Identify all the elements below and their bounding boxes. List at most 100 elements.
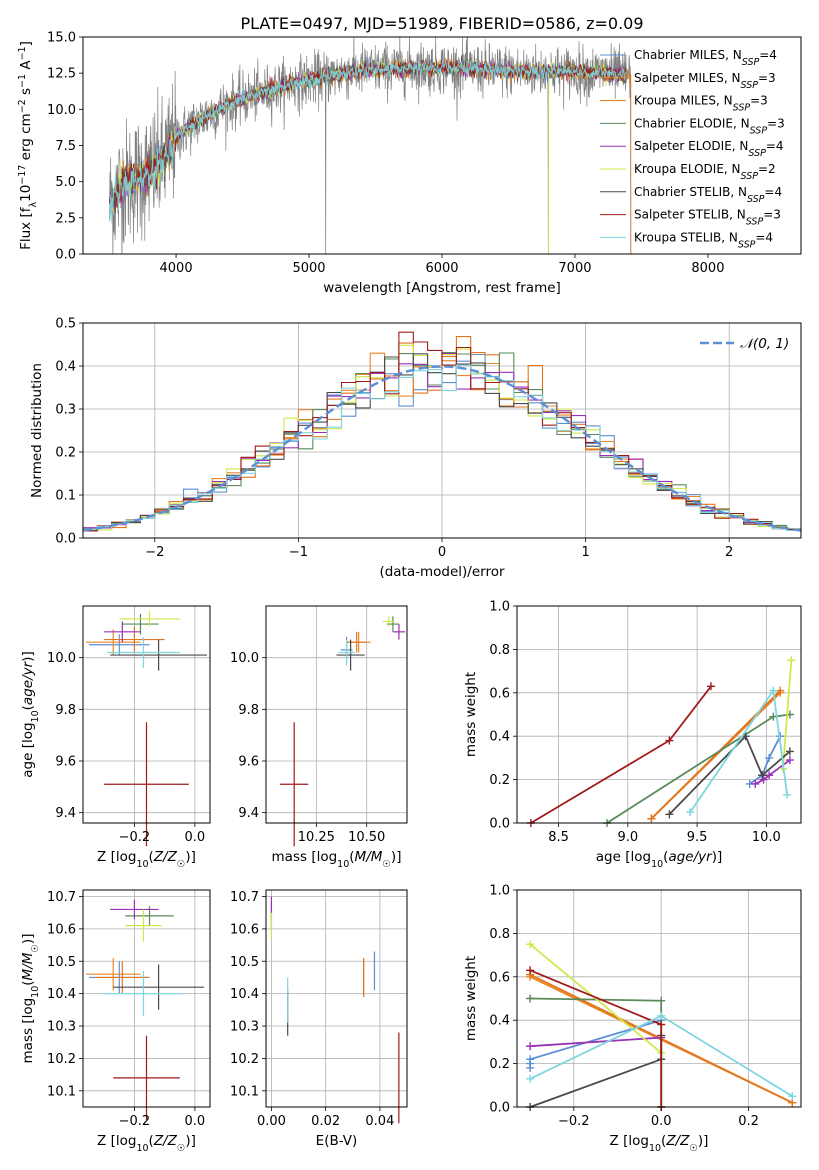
weight_vs_age-xlabel-part: age/yr	[668, 849, 713, 865]
legend-label-salpeter_elodie-part: SSP	[748, 148, 766, 159]
mass_vs_Z-points	[86, 899, 204, 1120]
legend-label-kroupa_stelib-part: SSP	[738, 239, 756, 250]
residuals-xtick-label: 1	[581, 545, 589, 560]
mass_vs_Z-ytick-label: 10.7	[47, 890, 76, 905]
weight_vs_age-line-salpeter_elodie	[754, 759, 791, 785]
age_vs_Z-ylabel: age [log10(age/yr)]	[20, 651, 41, 777]
spectrum-plot	[109, 37, 632, 254]
spectrum-ylabel: Flux [fλ10−17 erg cm−2 s−1 A−1]	[17, 41, 39, 250]
mass_vs_ebv-ytick-label: 10.5	[230, 955, 259, 970]
weight_vs_Z-series	[526, 940, 797, 1111]
legend-label-salpeter_stelib: Salpeter STELIB, NSSP=3	[634, 208, 781, 228]
weight_vs_Z-marker-kroupa_stelib	[657, 1011, 666, 1020]
weight_vs_age-marker-salpeter_elodie	[759, 775, 768, 784]
spectrum-ytick-label: 0.0	[55, 248, 76, 263]
weight_vs_Z-marker-chabrier_miles	[526, 1055, 535, 1064]
weight_vs_age-marker-kroupa_stelib	[783, 790, 792, 799]
legend-label-salpeter_stelib-part: Salpeter STELIB, N	[634, 208, 746, 222]
weight_vs_Z-marker-salpeter_elodie	[526, 1042, 535, 1051]
age_vs_mass-decor: 10.25 10.50 9.4 9.6 9.8 10.0 mass [log10(M/M☉)…	[230, 605, 408, 870]
age_vs_mass-xlabel: mass [log10(M/M☉)]	[272, 849, 402, 870]
spectrum-ylabel-part: −1	[17, 74, 28, 88]
weight_vs_Z-xtick-label: −0.2	[558, 1114, 590, 1129]
legend-label-kroupa_miles: Kroupa MILES, NSSP=3	[634, 94, 768, 114]
spectrum-xtick-label: 4000	[160, 261, 193, 276]
age_vs_Z-xlabel-part: 10	[136, 859, 148, 870]
weight_vs_age-marker-salpeter_elodie	[785, 756, 794, 765]
legend-label-salpeter_elodie: Salpeter ELODIE, NSSP=4	[634, 139, 784, 159]
legend-label-chabrier_stelib-part: Chabrier STELIB, N	[634, 185, 747, 199]
spectrum-xtick-label: 6000	[425, 261, 458, 276]
age_vs_Z-xtick-label: −0.2	[119, 830, 151, 845]
weight_vs_Z-marker-salpeter_stelib	[657, 1020, 666, 1029]
spectrum-ytick-label: 2.5	[55, 211, 76, 226]
mass_vs_Z-ytick-label: 10.2	[47, 1052, 76, 1067]
weight_vs_age-xtick-label: 9.5	[687, 830, 708, 845]
mass_vs_Z-ylabel-part: ☉	[30, 944, 41, 953]
age_vs_Z-xlabel-part: )]	[185, 849, 196, 865]
mass_vs_ebv-xlabel: E(B-V)	[316, 1133, 358, 1149]
age_vs_Z-xlabel-part: ☉	[177, 859, 186, 870]
weight_vs_age-marker-chabrier_stelib	[758, 771, 767, 780]
mass_vs_Z-ylabel-part: M/M	[20, 952, 36, 980]
residuals-plot	[83, 331, 801, 534]
mass_vs_Z-decor: −0.2 0.0 10.1 10.2 10.3 10.4 10.5 10.6 10.7 Z [lo…	[20, 889, 211, 1154]
age_vs_mass-ytick-label: 9.6	[238, 755, 259, 770]
spectrum-ytick-label: 10.0	[47, 103, 76, 118]
weight_vs_Z-marker-chabrier_elodie	[526, 994, 535, 1003]
mass_vs_ebv-xtick-label: 0.04	[365, 1114, 394, 1129]
legend-label-kroupa_elodie-part: =2	[758, 162, 776, 176]
mass_vs_Z-ytick-label: 10.5	[47, 955, 76, 970]
legend-label-kroupa_miles-part: Kroupa MILES, N	[634, 94, 733, 108]
mass_vs_Z-xtick-label: −0.2	[119, 1114, 151, 1129]
weight_vs_age-line-salpeter_stelib	[530, 685, 712, 824]
weight_vs_age-line-chabrier_miles	[749, 735, 782, 785]
age_vs_mass-axes	[266, 606, 407, 823]
weight_vs_age-decor: 8.5 9.0 9.5 10.0 0.0 0.2 0.4 0.6 0.8 1.0 age [log1…	[463, 600, 802, 870]
residuals-xtick-label: −1	[289, 545, 308, 560]
age_vs_Z-ytick-label: 10.0	[47, 651, 76, 666]
age_vs_mass-xlabel-part: 10	[337, 859, 349, 870]
age_vs_Z-xlabel-part: (	[149, 849, 154, 865]
spectrum-model-kroupa_elodie	[109, 58, 626, 254]
weight_vs_age-marker-salpeter_stelib	[706, 682, 715, 691]
mass_vs_ebv-ytick-label: 10.6	[230, 922, 259, 937]
legend-label-salpeter_miles-part: Salpeter MILES, N	[634, 71, 741, 85]
weight_vs_age-ytick-label: 0.4	[489, 730, 510, 745]
age_vs_mass-xlabel-part: M/M	[355, 849, 383, 865]
legend-label-salpeter_stelib-part: =3	[763, 208, 781, 222]
weight_vs_age-line-kroupa_elodie	[782, 660, 793, 769]
legend-label-chabrier_stelib-part: SSP	[747, 193, 765, 204]
weight_vs_Z-marker-kroupa_stelib	[526, 1074, 535, 1083]
weight_vs_Z-marker-kroupa_elodie	[526, 940, 535, 949]
weight_vs_Z-frame	[516, 889, 802, 1108]
weight_vs_age-marker-salpeter_stelib	[665, 736, 674, 745]
legend-label-chabrier_miles-part: Chabrier MILES, N	[634, 48, 742, 62]
mass_vs_Z-ylabel-part: (	[20, 980, 36, 985]
age_vs_mass-xlabel-part: )]	[391, 849, 402, 865]
residuals-ytick-label: 0.2	[55, 446, 76, 461]
weight_vs_age-marker-salpeter_elodie	[751, 779, 760, 788]
weight_vs_age-line-chabrier_stelib	[668, 734, 791, 815]
spectrum-model-kroupa_stelib	[109, 59, 626, 224]
spectrum-xlabel: wavelength [Angstrom, rest frame]	[323, 280, 561, 296]
weight_vs_age-marker-kroupa_stelib	[686, 808, 695, 817]
weight_vs_Z-decor: −0.2 0.0 0.2 0.0 0.2 0.4 0.6 0.8 1.0 Z [log10(Z/Z…	[463, 884, 802, 1154]
mass_vs_ebv-ytick-label: 10.3	[230, 1020, 259, 1035]
weight_vs_age-xlabel-part: )]	[712, 849, 723, 865]
weight_vs_age-marker-chabrier_stelib	[785, 747, 794, 756]
weight_vs_age-marker-kroupa_stelib	[769, 686, 778, 695]
residuals-ytick-label: 0.0	[55, 532, 76, 547]
weight_vs_Z-line-salpeter_elodie	[530, 1036, 662, 1048]
residuals-decor: −2 −1 0 1 2 0.0 0.1 0.2 0.3 0.4 0.5 (data-model)/er…	[29, 317, 802, 580]
age_vs_Z-ytick-label: 9.8	[55, 703, 76, 718]
mass_vs_ebv-frame	[265, 889, 408, 1108]
age_vs_Z-points	[86, 611, 207, 847]
legend-label-salpeter_miles: Salpeter MILES, NSSP=3	[634, 71, 776, 91]
age_vs_Z-xlabel: Z [log10(Z/Z☉)]	[97, 849, 196, 870]
spectrum-ylabel-part: ]	[18, 41, 34, 46]
spectrum-xtick-label: 7000	[558, 261, 591, 276]
residuals-legend: 𝒩(0, 1)	[700, 336, 789, 352]
weight_vs_age-xtick-label: 10.0	[752, 830, 781, 845]
